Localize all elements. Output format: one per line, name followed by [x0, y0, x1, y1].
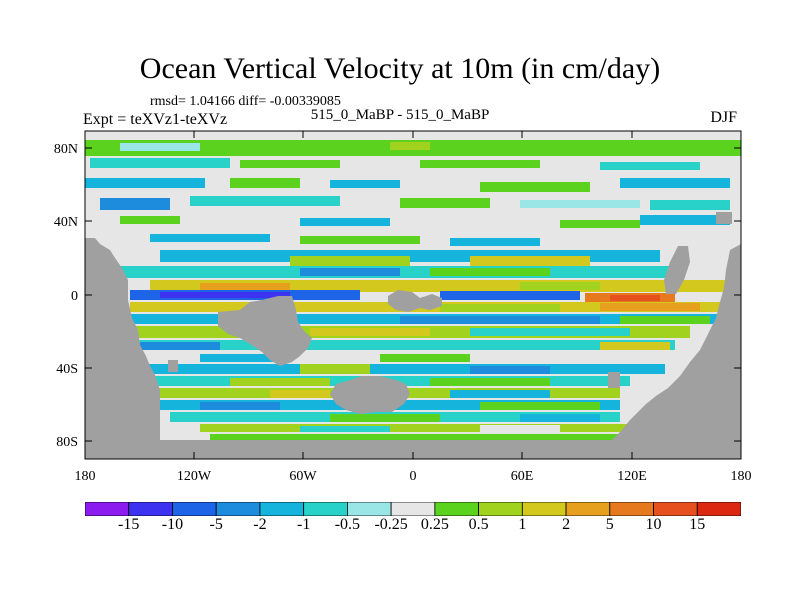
colorbar-swatch: [478, 502, 523, 516]
x-tick-label: 120E: [617, 469, 647, 484]
colorbar-swatch: [172, 502, 217, 516]
colorbar-label: -15: [118, 516, 140, 533]
y-tick-label: 40N: [54, 215, 78, 230]
colorbar-swatch: [303, 502, 348, 516]
colorbar-label: -10: [161, 516, 184, 533]
colorbar-swatch: [85, 502, 130, 516]
colorbar-label: 10: [645, 516, 662, 533]
colorbar-label: 1: [518, 516, 527, 533]
colorbar: [85, 502, 741, 516]
land-antarctica: [85, 440, 741, 459]
colorbar-swatch: [259, 502, 305, 516]
x-tick-label: 180: [75, 469, 96, 484]
y-tick-label: 40S: [56, 362, 78, 377]
y-tick-label: 0: [71, 289, 78, 304]
x-tick-label: 60E: [511, 469, 534, 484]
land-north-america: [85, 238, 160, 459]
colorbar-label: -2: [253, 516, 267, 533]
map-plot-area: [85, 131, 741, 459]
figure-title: Ocean Vertical Velocity at 10m (in cm/da…: [139, 52, 661, 85]
land-equatorial-block: [388, 290, 442, 312]
x-tick-label: 0: [410, 469, 417, 484]
colorbar-swatch: [215, 502, 261, 516]
colorbar-swatch: [346, 502, 392, 516]
colorbar-label: -0.25: [374, 516, 408, 533]
land-pacific-block: [218, 296, 312, 366]
colorbar-swatch: [609, 502, 654, 516]
land-masks: [85, 212, 741, 459]
colorbar-label: 5: [605, 516, 614, 533]
colorbar-swatch: [434, 502, 479, 516]
land-south-islet: [608, 372, 620, 388]
colorbar-swatch: [390, 502, 436, 516]
colorbar-label: 2: [562, 516, 571, 533]
colorbar-swatch: [565, 502, 611, 516]
y-tick-label: 80N: [54, 142, 78, 157]
stats-text: rmsd= 1.04166 diff= -0.00339085: [150, 94, 341, 109]
land-east-island: [664, 246, 690, 294]
colorbar-label: 0.25: [420, 516, 449, 533]
season-label: DJF: [710, 109, 737, 126]
x-axis: 180 120W 60W 0 60E 120E 180: [75, 131, 752, 484]
y-axis: 80N 40N 0 40S 80S: [54, 142, 741, 450]
experiment-label: Expt = teXVz1-teXVz: [83, 111, 228, 128]
colorbar-swatch: [521, 502, 567, 516]
colorbar-label: 15: [689, 516, 706, 533]
colorbar-label: -0.5: [334, 516, 361, 533]
period-label: 515_0_MaBP - 515_0_MaBP: [310, 107, 490, 123]
colorbar-label: -5: [209, 516, 223, 533]
colorbar-swatch: [128, 502, 173, 516]
land-north-islet: [716, 212, 732, 224]
x-tick-label: 60W: [289, 469, 317, 484]
land-southern-block: [330, 376, 410, 414]
velocity-field: [85, 140, 741, 440]
colorbar-label: -1: [296, 516, 311, 533]
land-south-pacific-islet: [168, 360, 178, 372]
colorbar-swatch: [653, 502, 698, 516]
x-tick-label: 120W: [177, 469, 212, 484]
x-tick-label: 180: [731, 469, 752, 484]
land-east-continent: [600, 244, 741, 459]
y-tick-label: 80S: [56, 435, 78, 450]
colorbar-swatch: [696, 502, 741, 516]
colorbar-label: 0.5: [468, 516, 489, 533]
